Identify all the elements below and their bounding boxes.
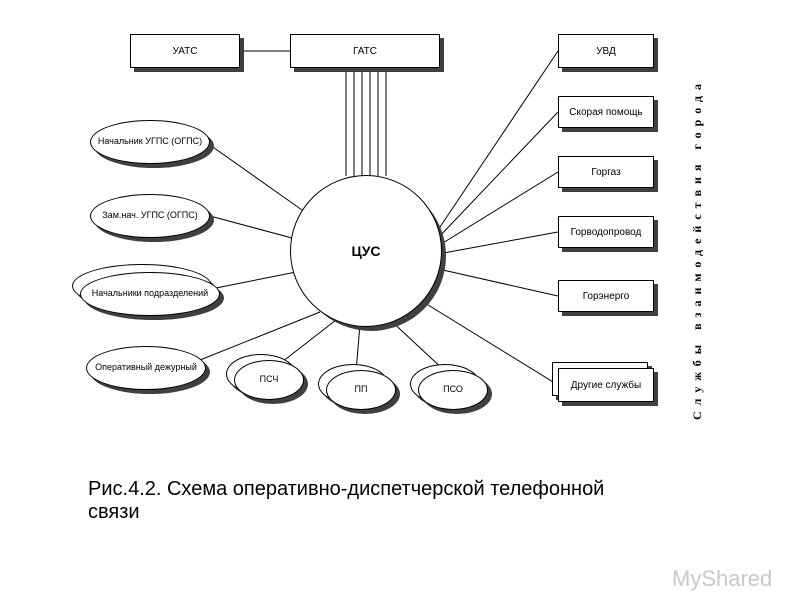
bottom-ell-0: ПСЧ bbox=[234, 360, 304, 400]
right-rect-1: Скорая помощь bbox=[558, 96, 654, 128]
diagram-canvas: УАТС ГАТС УВД Скорая помощь Горгаз Горводопро… bbox=[0, 0, 800, 600]
center-node: ЦУС bbox=[290, 175, 442, 327]
bottom-ell-1: ПП bbox=[326, 370, 396, 410]
vertical-label: Службы взаимодействия города bbox=[690, 40, 705, 420]
left-ell-1: Зам.нач. УГПС (ОГПС) bbox=[90, 194, 210, 238]
top-rect-0: УАТС bbox=[130, 34, 240, 68]
figure-caption: Рис.4.2. Схема оперативно-диспетчерской … bbox=[88, 478, 608, 524]
right-rect-0: УВД bbox=[558, 34, 654, 68]
right-rect-2: Горгаз bbox=[558, 156, 654, 188]
watermark-text: MyShared bbox=[672, 566, 772, 592]
left-ell-2: Начальники подразделений bbox=[80, 272, 220, 316]
right-rect-4: Горэнерго bbox=[558, 280, 654, 312]
right-rect-3: Горводопровод bbox=[558, 216, 654, 248]
right-rect-5: Другие службы bbox=[558, 368, 654, 402]
left-ell-0: Начальник УГПС (ОГПС) bbox=[90, 120, 210, 164]
top-rect-1: ГАТС bbox=[290, 34, 440, 68]
left-ell-3: Оперативный дежурный bbox=[86, 346, 206, 390]
bottom-ell-2: ПСО bbox=[418, 370, 488, 410]
